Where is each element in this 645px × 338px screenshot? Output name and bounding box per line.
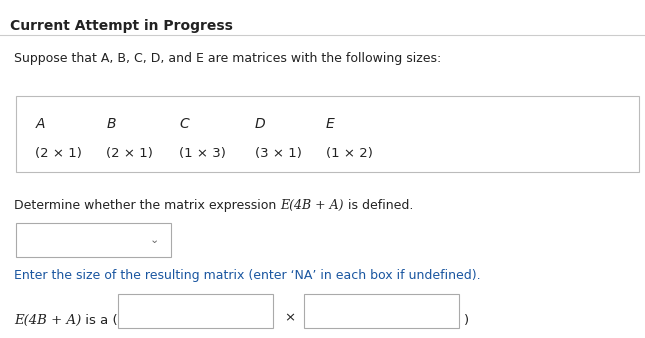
Text: B: B [106, 117, 116, 130]
FancyBboxPatch shape [16, 96, 639, 172]
Text: ×: × [284, 311, 295, 324]
Text: E(4B + A): E(4B + A) [281, 199, 344, 212]
Text: D: D [255, 117, 265, 130]
Text: (1 × 3): (1 × 3) [179, 147, 226, 160]
FancyBboxPatch shape [304, 294, 459, 328]
FancyBboxPatch shape [118, 294, 273, 328]
Text: E(4B + A): E(4B + A) [14, 314, 81, 327]
Text: Determine whether the matrix expression: Determine whether the matrix expression [14, 199, 281, 212]
Text: ): ) [464, 314, 469, 327]
Text: Current Attempt in Progress: Current Attempt in Progress [10, 19, 233, 32]
Text: ⌄: ⌄ [150, 235, 159, 245]
Text: A: A [35, 117, 45, 130]
Text: (1 × 2): (1 × 2) [326, 147, 373, 160]
Text: Enter the size of the resulting matrix (enter ‘NA’ in each box if undefined).: Enter the size of the resulting matrix (… [14, 269, 481, 282]
FancyBboxPatch shape [16, 223, 171, 257]
Text: is a (: is a ( [81, 314, 118, 327]
Text: (2 × 1): (2 × 1) [35, 147, 83, 160]
Text: C: C [179, 117, 189, 130]
Text: is defined.: is defined. [344, 199, 413, 212]
Text: Suppose that A, B, C, D, and E are matrices with the following sizes:: Suppose that A, B, C, D, and E are matri… [14, 52, 441, 65]
Text: E: E [326, 117, 335, 130]
Text: (3 × 1): (3 × 1) [255, 147, 302, 160]
Text: (2 × 1): (2 × 1) [106, 147, 154, 160]
